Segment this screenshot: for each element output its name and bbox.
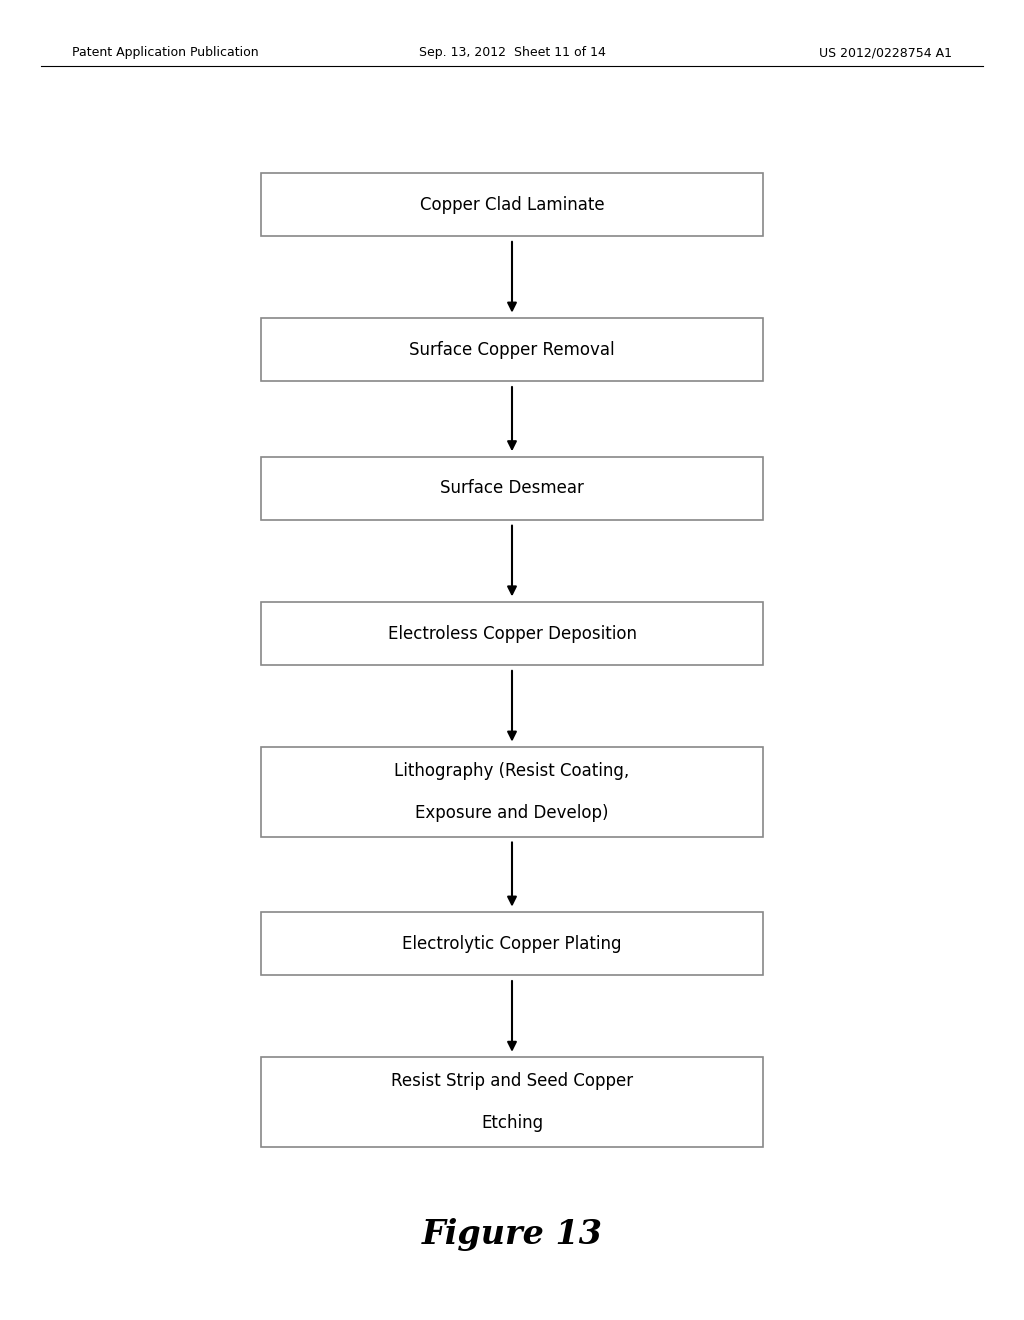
Text: Surface Desmear: Surface Desmear	[440, 479, 584, 498]
Bar	[261, 318, 763, 381]
Text: Copper Clad Laminate: Copper Clad Laminate	[420, 195, 604, 214]
Bar	[261, 747, 763, 837]
Text: Figure 13: Figure 13	[422, 1217, 602, 1251]
Text: Sep. 13, 2012  Sheet 11 of 14: Sep. 13, 2012 Sheet 11 of 14	[419, 46, 605, 59]
Text: Electroless Copper Deposition: Electroless Copper Deposition	[387, 624, 637, 643]
Text: Surface Copper Removal: Surface Copper Removal	[410, 341, 614, 359]
Bar	[261, 602, 763, 665]
Text: Resist Strip and Seed Copper: Resist Strip and Seed Copper	[391, 1072, 633, 1090]
Text: Electrolytic Copper Plating: Electrolytic Copper Plating	[402, 935, 622, 953]
Text: US 2012/0228754 A1: US 2012/0228754 A1	[819, 46, 952, 59]
Bar	[261, 457, 763, 520]
Text: Lithography (Resist Coating,: Lithography (Resist Coating,	[394, 762, 630, 780]
Text: Etching: Etching	[481, 1114, 543, 1133]
Bar	[261, 173, 763, 236]
Text: Exposure and Develop): Exposure and Develop)	[416, 804, 608, 822]
Bar	[261, 1057, 763, 1147]
Bar	[261, 912, 763, 975]
Text: Patent Application Publication: Patent Application Publication	[72, 46, 258, 59]
